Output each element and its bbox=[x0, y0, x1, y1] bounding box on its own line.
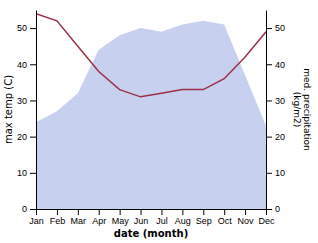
y-axis-tick: 40 bbox=[17, 60, 36, 70]
y2-axis-tick-mark bbox=[266, 209, 272, 210]
y2-axis-tick-mark bbox=[266, 173, 272, 174]
y2-axis-tick-label: 30 bbox=[275, 96, 285, 106]
x-tick-label: Sep bbox=[196, 216, 212, 226]
temperature-line bbox=[36, 14, 266, 97]
y2-axis-tick: 40 bbox=[266, 60, 285, 70]
y-axis-tick-mark bbox=[30, 100, 36, 101]
x-tick-label: Apr bbox=[92, 216, 106, 226]
x-tick-mark bbox=[141, 209, 142, 215]
x-tick: Nov bbox=[238, 209, 255, 226]
x-tick-mark bbox=[120, 209, 121, 215]
y2-axis: 0 10 20 30 40 50 bbox=[266, 11, 285, 215]
y2-axis-tick-label: 10 bbox=[275, 168, 285, 178]
x-tick-label: May bbox=[112, 216, 130, 226]
y-axis-tick: 20 bbox=[17, 132, 36, 142]
x-tick: Feb bbox=[50, 209, 66, 226]
y-axis-tick-mark bbox=[30, 64, 36, 65]
y2-axis-title-line: med. precipitation bbox=[302, 68, 312, 150]
x-tick-label: Dec bbox=[258, 216, 275, 226]
x-tick: Sep bbox=[196, 209, 212, 226]
x-tick: Jun bbox=[134, 209, 149, 226]
y2-axis-tick-label: 50 bbox=[275, 23, 285, 33]
x-tick-label: Oct bbox=[218, 216, 233, 226]
x-tick: Dec bbox=[258, 209, 275, 226]
y-axis: 0 10 20 30 40 50 bbox=[17, 11, 37, 215]
x-tick-mark bbox=[99, 209, 100, 215]
x-tick: Aug bbox=[175, 209, 191, 226]
x-tick-mark bbox=[78, 209, 79, 215]
y-axis-tick-label: 20 bbox=[17, 132, 27, 142]
x-tick-label: Jul bbox=[156, 216, 168, 226]
x-tick: Apr bbox=[92, 209, 106, 226]
y-axis-tick-label: 10 bbox=[17, 168, 27, 178]
y2-axis-tick-label: 20 bbox=[275, 132, 285, 142]
precipitation-area bbox=[36, 21, 266, 209]
x-tick: Mar bbox=[71, 209, 87, 226]
y2-axis-tick: 50 bbox=[266, 23, 285, 33]
x-axis-title: date (month) bbox=[114, 228, 188, 239]
y-axis-tick-mark bbox=[30, 173, 36, 174]
x-tick-mark bbox=[161, 209, 162, 215]
x-tick-mark bbox=[182, 209, 183, 215]
chart: JanFebMarAprMayJunJulAugSepOctNovDec0102… bbox=[0, 0, 318, 243]
y2-axis-tick-mark bbox=[266, 100, 272, 101]
x-tick-label: Jun bbox=[134, 216, 149, 226]
y-axis-tick: 0 bbox=[22, 204, 36, 214]
chart-container: JanFebMarAprMayJunJulAugSepOctNovDec0102… bbox=[0, 0, 318, 243]
y2-axis-title-line: (kg/m2) bbox=[292, 92, 302, 127]
y-axis-tick-mark bbox=[30, 137, 36, 138]
x-tick-mark bbox=[203, 209, 204, 215]
x-tick-label: Nov bbox=[238, 216, 255, 226]
y-axis-tick-label: 40 bbox=[17, 60, 27, 70]
y-axis-tick: 50 bbox=[17, 23, 36, 33]
x-tick: May bbox=[112, 209, 130, 226]
y-axis-tick-label: 30 bbox=[17, 96, 27, 106]
y2-axis-tick-mark bbox=[266, 28, 272, 29]
y-axis-tick-mark bbox=[30, 28, 36, 29]
y2-axis-tick-mark bbox=[266, 64, 272, 65]
x-axis: Jan Feb Mar Apr May Jun Jul Aug Sep Oct NovDec bbox=[29, 209, 275, 226]
y2-axis-tick: 0 bbox=[266, 204, 280, 214]
y-axis-tick: 30 bbox=[17, 96, 36, 106]
y2-axis-tick-mark bbox=[266, 137, 272, 138]
y2-axis-tick-label: 0 bbox=[275, 204, 280, 214]
x-tick-mark bbox=[245, 209, 246, 215]
x-tick-label: Feb bbox=[50, 216, 66, 226]
x-tick: Jul bbox=[156, 209, 168, 226]
axis-line bbox=[36, 11, 37, 210]
x-tick-label: Jan bbox=[29, 216, 44, 226]
x-tick-mark bbox=[36, 209, 37, 215]
y2-axis-tick: 30 bbox=[266, 96, 285, 106]
x-tick-mark bbox=[224, 209, 225, 215]
x-tick: Jan bbox=[29, 209, 44, 226]
x-tick-label: Mar bbox=[71, 216, 87, 226]
plot-area bbox=[36, 14, 266, 209]
y2-axis-tick-label: 40 bbox=[275, 60, 285, 70]
y2-axis-title: med. precipitation(kg/m2) bbox=[292, 68, 312, 150]
x-tick: Oct bbox=[218, 209, 233, 226]
axis-line bbox=[266, 11, 267, 210]
y-axis-tick-label: 50 bbox=[17, 23, 27, 33]
y-axis-tick-label: 0 bbox=[22, 204, 27, 214]
y-axis-tick-mark bbox=[30, 209, 36, 210]
y2-axis-tick: 20 bbox=[266, 132, 285, 142]
x-tick-mark bbox=[57, 209, 58, 215]
y2-axis-tick: 10 bbox=[266, 168, 285, 178]
y-axis-title: max temp (C) bbox=[3, 75, 14, 144]
x-tick-label: Aug bbox=[175, 216, 191, 226]
axis-line bbox=[37, 209, 267, 210]
y-axis-tick: 10 bbox=[17, 168, 36, 178]
